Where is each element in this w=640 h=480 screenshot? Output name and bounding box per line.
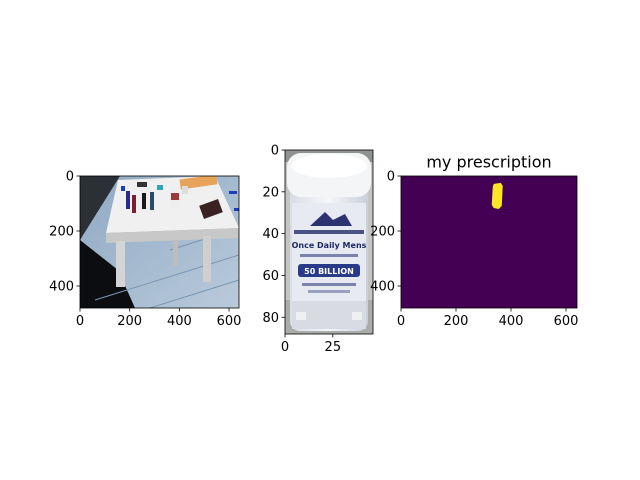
mask-region xyxy=(491,182,503,209)
y-tick-label: 0 xyxy=(387,170,395,185)
bottle-badge-text: 50 BILLION xyxy=(304,267,354,276)
panel-scene: 0 200 400 600 0 200 400 xyxy=(49,170,241,330)
y-tick-label: 0 xyxy=(271,144,279,159)
axes-bottle-ticks: 0 25 0 20 40 60 80 xyxy=(262,144,341,356)
x-tick-label: 25 xyxy=(325,340,342,355)
bottle-photo: Once Daily Mens 50 BILLION xyxy=(285,150,373,334)
axes-mask-ticks: 0 200 400 600 0 200 400 xyxy=(370,170,578,330)
y-tick-label: 0 xyxy=(66,170,74,185)
y-tick-label: 400 xyxy=(370,280,395,295)
y-tick-label: 200 xyxy=(49,225,74,240)
mask-title: my prescription xyxy=(426,153,551,172)
y-tick-label: 20 xyxy=(262,185,279,200)
x-tick-label: 400 xyxy=(499,314,524,329)
bottle-label-text: Once Daily Mens xyxy=(292,241,367,250)
mask-background xyxy=(401,176,577,308)
panel-mask: my prescription 0 200 400 600 0 200 400 xyxy=(370,153,578,330)
x-tick-label: 200 xyxy=(117,314,142,329)
y-tick-label: 80 xyxy=(262,311,279,326)
x-tick-label: 600 xyxy=(217,314,242,329)
x-tick-label: 400 xyxy=(167,314,192,329)
y-tick-label: 40 xyxy=(262,227,279,242)
y-tick-label: 200 xyxy=(370,225,395,240)
x-tick-label: 0 xyxy=(76,314,84,329)
scene-photo xyxy=(80,176,239,308)
x-tick-label: 600 xyxy=(554,314,579,329)
axes-scene-ticks: 0 200 400 600 0 200 400 xyxy=(49,170,241,330)
x-tick-label: 0 xyxy=(397,314,405,329)
y-tick-label: 400 xyxy=(49,280,74,295)
panel-bottle-crop: Once Daily Mens 50 BILLION 0 25 0 20 40 60 80 xyxy=(262,144,374,356)
y-tick-label: 60 xyxy=(262,269,279,284)
x-tick-label: 0 xyxy=(281,340,289,355)
x-tick-label: 200 xyxy=(444,314,469,329)
